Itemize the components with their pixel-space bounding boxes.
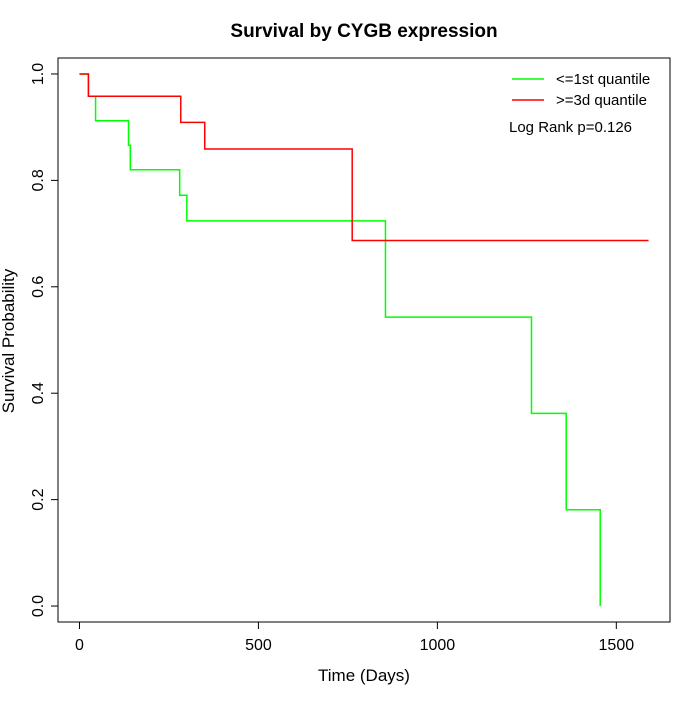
x-axis: 0 500 1000 1500 <box>75 621 635 654</box>
y-tick-label: 0.6 <box>30 276 47 298</box>
x-tick-label: 1000 <box>420 637 456 654</box>
x-axis-label: Time (Days) <box>318 666 410 685</box>
y-axis: 0.0 0.2 0.4 0.6 0.8 1.0 <box>30 63 59 617</box>
y-tick-label: 0.0 <box>30 595 47 617</box>
x-tick-label: 0 <box>75 637 84 654</box>
y-tick-label: 1.0 <box>30 63 47 85</box>
chart-title: Survival by CYGB expression <box>230 21 497 42</box>
legend-label-high: >=3d quantile <box>556 92 647 109</box>
legend: <=1st quantile >=3d quantile <box>512 71 650 109</box>
y-tick-label: 0.8 <box>30 169 47 191</box>
x-tick-label: 500 <box>245 637 272 654</box>
y-tick-label: 0.4 <box>30 382 47 404</box>
x-tick-label: 1500 <box>599 637 635 654</box>
survival-curve-high-expression <box>79 73 649 242</box>
survival-curves <box>79 73 649 607</box>
y-axis-label: Survival Probability <box>0 268 18 413</box>
y-tick-label: 0.2 <box>30 488 47 510</box>
legend-label-low: <=1st quantile <box>556 71 650 88</box>
log-rank-annotation: Log Rank p=0.126 <box>509 119 632 136</box>
survival-curve-low-expression <box>79 73 601 607</box>
